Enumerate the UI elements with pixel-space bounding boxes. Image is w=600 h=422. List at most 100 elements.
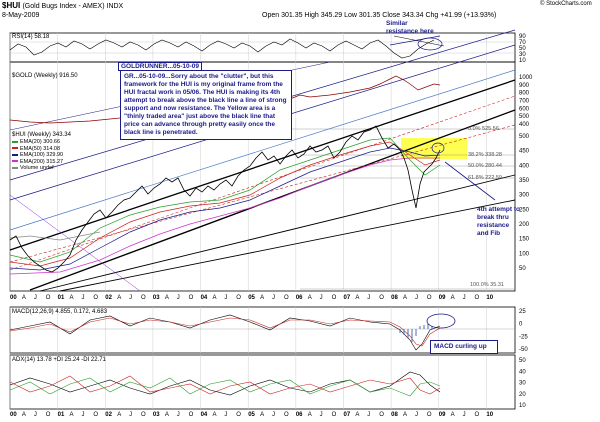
legend-text: EMA(200) 315.27 bbox=[20, 158, 64, 165]
y-tick-label: 100 bbox=[519, 251, 530, 257]
y-tick-label: 50 bbox=[519, 358, 526, 364]
x-month-label: A bbox=[308, 295, 312, 301]
y-tick-label: 500 bbox=[519, 134, 530, 140]
x-year-label: 03 bbox=[153, 412, 160, 418]
x-month-label: O bbox=[475, 295, 480, 301]
x-month-label: O bbox=[141, 295, 146, 301]
legend-text: EMA(50) 314.08 bbox=[20, 145, 61, 152]
macd-curling-note: MACD curling up bbox=[430, 340, 498, 354]
y-tick-label: 450 bbox=[519, 149, 530, 155]
x-month-label: J bbox=[367, 295, 370, 301]
x-year-label: 06 bbox=[296, 412, 303, 418]
x-year-label: 04 bbox=[201, 412, 208, 418]
x-month-label: J bbox=[320, 295, 323, 301]
legend-text: Volume undef bbox=[20, 165, 54, 171]
x-month-label: O bbox=[379, 295, 384, 301]
legend-swatch bbox=[12, 166, 18, 169]
x-month-label: A bbox=[260, 295, 264, 301]
fib-label: 61.8% 222.59 bbox=[468, 175, 502, 181]
fib-label: 100.0% 35.31 bbox=[470, 282, 504, 288]
y-tick-label: 50 bbox=[519, 46, 526, 52]
y-tick-label: 200 bbox=[519, 222, 530, 228]
x-month-label: J bbox=[81, 295, 84, 301]
y-tick-label: 600 bbox=[519, 106, 530, 112]
legend-item: EMA(50) 314.08 bbox=[12, 146, 63, 153]
y-tick-label: 400 bbox=[519, 122, 530, 128]
hui-label: $HUI (Weekly) 343.34 bbox=[12, 132, 71, 138]
x-month-label: A bbox=[451, 295, 455, 301]
x-axis-labels: 00 A J O 01 A J O 02 A J O 03 A J O 04 A J O 05 A J O 06 A J O 07 A J O… bbox=[10, 295, 494, 418]
x-month-label: J bbox=[415, 295, 418, 301]
macd-chart bbox=[9, 313, 515, 351]
fib-label: 38.2% 338.28 bbox=[468, 152, 502, 158]
x-month-label: O bbox=[93, 295, 98, 301]
x-month-label: O bbox=[284, 295, 289, 301]
y-tick-label: 30 bbox=[519, 381, 526, 387]
main-annotation: GR...05-10-09...Sorry about the "clutter… bbox=[120, 70, 292, 140]
x-year-label: 00 bbox=[10, 295, 17, 301]
legend-item: Volume undef bbox=[12, 165, 63, 172]
source-credit: © StockCharts.com bbox=[540, 1, 592, 7]
y-tick-label: 10 bbox=[519, 58, 526, 64]
adx-label: ADX(14) 13.78 +DI 25.24 -DI 22.71 bbox=[12, 357, 106, 363]
x-month-label: O bbox=[141, 412, 146, 418]
x-month-label: A bbox=[403, 295, 407, 301]
macd-label: MACD(12,26,9) 4.855, 0.172, 4.683 bbox=[12, 309, 108, 315]
x-month-label: O bbox=[284, 412, 289, 418]
fib-label: 50.0% 280.44 bbox=[468, 163, 502, 169]
x-year-label: 07 bbox=[343, 295, 350, 301]
y-tick-label: 700 bbox=[519, 99, 530, 105]
x-month-label: A bbox=[212, 295, 216, 301]
x-year-label: 02 bbox=[105, 412, 112, 418]
x-month-label: J bbox=[81, 412, 84, 418]
y-tick-label: -50 bbox=[519, 347, 528, 353]
x-month-label: J bbox=[129, 295, 132, 301]
legend-text: EMA(100) 329.90 bbox=[20, 152, 64, 158]
ema-legend: EMA(20) 300.66 EMA(50) 314.08 EMA(100) 329… bbox=[12, 139, 63, 172]
x-year-label: 09 bbox=[439, 295, 446, 301]
y-tick-label: 800 bbox=[519, 91, 530, 97]
x-month-label: O bbox=[332, 412, 337, 418]
y-tick-label: 500 bbox=[519, 114, 530, 120]
moving-averages bbox=[9, 137, 441, 275]
x-month-label: O bbox=[189, 412, 194, 418]
x-month-label: O bbox=[46, 412, 51, 418]
x-month-label: A bbox=[70, 295, 74, 301]
x-year-label: 08 bbox=[391, 295, 398, 301]
x-month-label: O bbox=[46, 295, 51, 301]
hui-price-line bbox=[9, 125, 441, 273]
x-month-label: A bbox=[22, 412, 26, 418]
y-tick-label: 50 bbox=[519, 266, 526, 272]
x-month-label: A bbox=[212, 412, 216, 418]
y-tick-label: 0 bbox=[519, 322, 523, 328]
x-month-label: J bbox=[320, 412, 323, 418]
x-year-label: 08 bbox=[391, 412, 398, 418]
x-month-label: O bbox=[189, 295, 194, 301]
x-year-label: 00 bbox=[10, 412, 17, 418]
rsi-line bbox=[9, 38, 435, 59]
y-tick-label: 900 bbox=[519, 83, 530, 89]
gold-label: $GOLD (Weekly) 916.50 bbox=[12, 73, 78, 79]
y-tick-label: 30 bbox=[519, 52, 526, 58]
x-month-label: J bbox=[177, 412, 180, 418]
similar-resistance-note: Similar resistance here bbox=[386, 20, 434, 35]
x-month-label: O bbox=[332, 295, 337, 301]
symbol-title: $HUI (Gold Bugs Index - AMEX) INDX bbox=[2, 1, 124, 10]
x-month-label: J bbox=[272, 412, 275, 418]
y-tick-label: 10 bbox=[519, 403, 526, 409]
x-month-label: O bbox=[236, 295, 241, 301]
x-month-label: A bbox=[117, 295, 121, 301]
quote-line: Open 301.35 High 345.29 Low 301.35 Close… bbox=[262, 12, 497, 19]
legend-item: EMA(20) 300.66 bbox=[12, 139, 63, 146]
y-tick-label: 70 bbox=[519, 40, 526, 46]
x-month-label: O bbox=[427, 412, 432, 418]
chart-date: 8-May-2009 bbox=[2, 12, 40, 19]
x-year-label: 04 bbox=[201, 295, 208, 301]
y-tick-label: 350 bbox=[519, 178, 530, 184]
x-month-label: A bbox=[355, 295, 359, 301]
x-year-label: 10 bbox=[486, 295, 493, 301]
x-month-label: J bbox=[415, 412, 418, 418]
y-tick-label: 300 bbox=[519, 193, 530, 199]
y-tick-label: 20 bbox=[519, 392, 526, 398]
